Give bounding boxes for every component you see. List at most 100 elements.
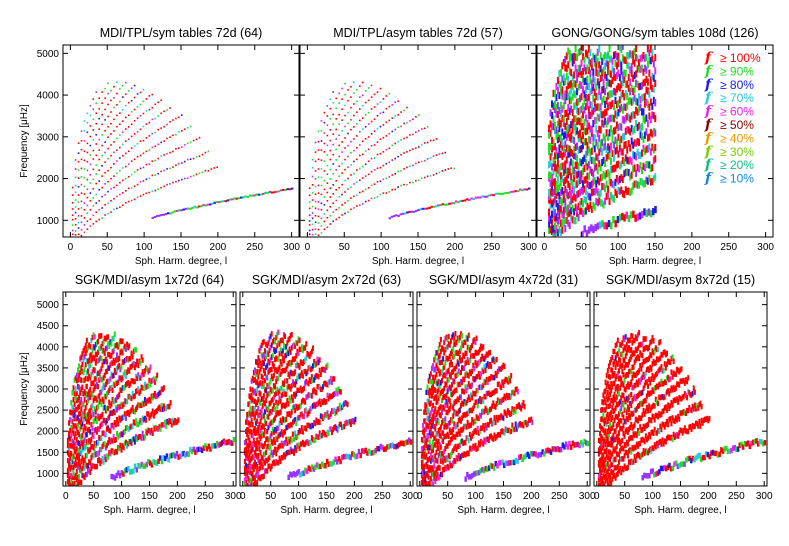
data-point <box>329 139 332 142</box>
data-point <box>623 75 626 83</box>
data-point <box>190 448 194 455</box>
data-point <box>104 214 106 216</box>
data-point <box>71 442 74 449</box>
data-point <box>268 367 271 374</box>
data-point <box>116 431 119 437</box>
data-point <box>584 49 587 57</box>
data-point <box>257 430 260 436</box>
data-point <box>151 174 154 177</box>
x-tick-label: 0 <box>305 242 311 253</box>
data-point <box>272 394 275 401</box>
data-point <box>248 410 251 416</box>
data-point <box>146 383 149 389</box>
data-point <box>443 372 446 378</box>
data-point <box>549 202 552 210</box>
data-point <box>101 154 103 157</box>
data-point <box>265 341 268 348</box>
x-tick-label: 50 <box>339 242 351 253</box>
data-point <box>568 209 571 217</box>
data-point <box>589 69 592 77</box>
data-point <box>93 463 96 470</box>
data-point <box>583 119 586 127</box>
data-point <box>298 374 301 380</box>
data-point <box>72 440 75 446</box>
data-point <box>587 56 590 65</box>
data-point <box>136 117 139 119</box>
data-point <box>247 412 250 418</box>
data-point <box>453 341 456 347</box>
data-point <box>252 389 255 396</box>
data-point <box>577 65 580 73</box>
plot-frame <box>62 291 237 487</box>
data-point <box>124 415 127 421</box>
data-point <box>113 208 115 211</box>
data-point <box>326 410 329 416</box>
data-point <box>172 452 175 458</box>
data-point <box>110 89 112 92</box>
data-point <box>576 154 579 163</box>
data-point <box>491 463 494 469</box>
data-point <box>646 177 649 185</box>
data-point <box>453 400 456 406</box>
data-point <box>111 422 114 428</box>
data-point <box>284 417 287 423</box>
data-point <box>430 431 433 437</box>
data-point <box>436 389 439 395</box>
data-point <box>341 214 343 216</box>
data-point <box>323 160 326 162</box>
data-point <box>242 196 245 199</box>
data-point <box>289 369 292 376</box>
data-point <box>112 424 115 430</box>
data-point <box>265 353 268 359</box>
data-point <box>113 367 116 374</box>
data-point <box>558 226 561 234</box>
x-tick-label: 50 <box>265 491 277 502</box>
data-point <box>199 446 202 452</box>
data-point <box>559 120 562 128</box>
data-point <box>364 101 367 104</box>
data-point <box>89 375 92 381</box>
data-point <box>314 389 317 395</box>
data-point <box>281 402 284 408</box>
data-point <box>113 151 115 154</box>
data-point <box>293 450 296 456</box>
data-point <box>120 387 123 394</box>
data-point <box>271 419 274 425</box>
data-point <box>89 460 92 466</box>
data-point <box>133 463 137 469</box>
data-point <box>445 370 448 376</box>
data-point <box>274 427 277 433</box>
data-point <box>634 457 637 464</box>
data-point <box>139 388 142 394</box>
data-point <box>439 390 442 396</box>
data-point <box>276 386 279 393</box>
data-point <box>277 444 280 451</box>
data-point <box>423 207 427 210</box>
data-point <box>643 450 646 456</box>
data-point <box>451 348 454 355</box>
data-point <box>473 377 476 383</box>
data-point <box>385 148 388 151</box>
data-point <box>556 159 559 168</box>
data-point <box>128 356 131 362</box>
data-point <box>602 201 605 209</box>
data-point <box>692 423 695 430</box>
x-tick-label: 300 <box>757 242 774 253</box>
data-point <box>497 414 500 421</box>
data-point <box>247 483 250 486</box>
data-point <box>259 193 263 196</box>
data-point <box>311 166 314 169</box>
data-point <box>636 443 639 449</box>
data-point <box>88 409 91 415</box>
data-point <box>369 450 372 456</box>
data-point <box>215 200 219 203</box>
data-point <box>610 125 613 133</box>
data-point <box>225 439 229 446</box>
data-point <box>390 215 394 218</box>
data-point <box>564 185 567 193</box>
data-point <box>99 368 102 375</box>
data-point <box>553 196 556 204</box>
data-point <box>648 174 651 183</box>
data-point <box>127 114 130 117</box>
data-point <box>246 442 249 449</box>
